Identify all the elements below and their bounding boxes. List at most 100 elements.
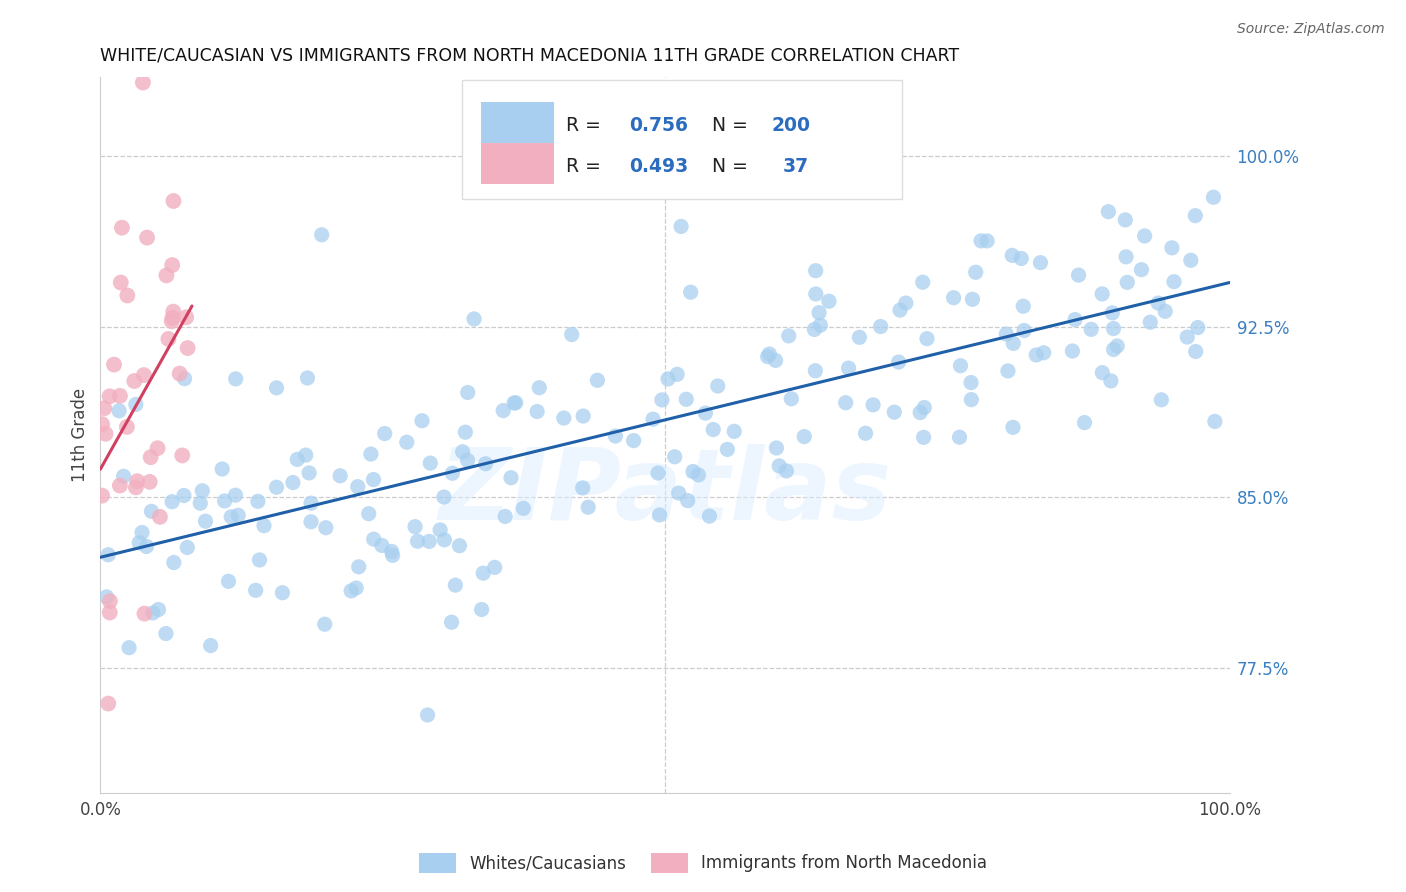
Point [149, 509, 172, 524]
Point [775, 464, 797, 478]
Point [162, 304, 184, 318]
Point [1032, 345, 1054, 359]
Point [1161, 241, 1184, 255]
Point [160, 494, 183, 508]
Point [314, 617, 336, 632]
Point [1064, 312, 1087, 326]
Point [688, 468, 710, 483]
Point [117, 288, 139, 302]
Point [561, 327, 583, 342]
Point [125, 397, 148, 411]
Point [108, 478, 131, 492]
Point [1067, 268, 1090, 282]
Point [285, 452, 308, 467]
Text: R =: R = [565, 157, 606, 176]
Point [429, 523, 451, 537]
Point [433, 490, 456, 504]
Point [281, 475, 304, 490]
Point [960, 376, 983, 390]
Point [1001, 420, 1024, 434]
Point [160, 314, 183, 328]
Point [586, 373, 609, 387]
Point [406, 534, 429, 549]
Point [98, 389, 121, 403]
Point [1130, 262, 1153, 277]
Point [194, 514, 217, 528]
Point [912, 430, 935, 444]
Point [451, 444, 474, 458]
Point [200, 639, 222, 653]
Point [97, 548, 120, 562]
Point [141, 504, 163, 518]
Point [862, 398, 884, 412]
Legend: Whites/Caucasians, Immigrants from North Macedonia: Whites/Caucasians, Immigrants from North… [412, 847, 994, 880]
Point [834, 395, 856, 409]
Point [494, 509, 516, 524]
Point [965, 265, 987, 279]
Point [651, 392, 673, 407]
Point [1010, 252, 1032, 266]
Text: 200: 200 [770, 116, 810, 135]
Point [1202, 190, 1225, 204]
Point [471, 602, 494, 616]
Point [572, 409, 595, 423]
Point [889, 303, 911, 318]
Point [960, 392, 983, 407]
Point [1012, 299, 1035, 313]
Point [997, 364, 1019, 378]
Point [136, 230, 159, 244]
Text: N =: N = [713, 157, 754, 176]
Point [768, 458, 790, 473]
Point [949, 359, 972, 373]
Point [942, 291, 965, 305]
Point [970, 234, 993, 248]
Point [1012, 324, 1035, 338]
Point [1029, 255, 1052, 269]
Point [271, 585, 294, 599]
Point [571, 481, 593, 495]
Point [457, 453, 479, 467]
Point [444, 578, 467, 592]
Point [995, 327, 1018, 342]
Point [699, 509, 721, 524]
Point [657, 372, 679, 386]
Point [411, 414, 433, 428]
Point [804, 263, 827, 277]
Point [1002, 336, 1025, 351]
Point [780, 392, 803, 406]
Point [706, 379, 728, 393]
Point [765, 353, 787, 368]
Point [1102, 321, 1125, 335]
Point [226, 508, 249, 523]
Point [1099, 374, 1122, 388]
Point [174, 310, 197, 325]
Point [131, 525, 153, 540]
Point [245, 583, 267, 598]
Point [115, 420, 138, 434]
Point [472, 566, 495, 581]
Point [146, 441, 169, 455]
Point [191, 483, 214, 498]
Point [440, 615, 463, 630]
Point [887, 355, 910, 369]
Point [219, 509, 242, 524]
Point [457, 385, 479, 400]
Point [329, 468, 352, 483]
Point [172, 449, 194, 463]
Point [139, 450, 162, 465]
Point [299, 515, 322, 529]
Point [298, 466, 321, 480]
Point [503, 396, 526, 410]
Point [97, 697, 120, 711]
Point [134, 607, 156, 621]
Point [381, 544, 404, 558]
Point [246, 494, 269, 508]
Point [108, 389, 131, 403]
Point [138, 475, 160, 489]
Point [110, 276, 132, 290]
Point [666, 368, 689, 382]
Point [838, 361, 860, 376]
Point [381, 549, 404, 563]
Text: WHITE/CAUCASIAN VS IMMIGRANTS FROM NORTH MACEDONIA 11TH GRADE CORRELATION CHART: WHITE/CAUCASIAN VS IMMIGRANTS FROM NORTH… [100, 46, 959, 64]
Point [1154, 304, 1177, 318]
